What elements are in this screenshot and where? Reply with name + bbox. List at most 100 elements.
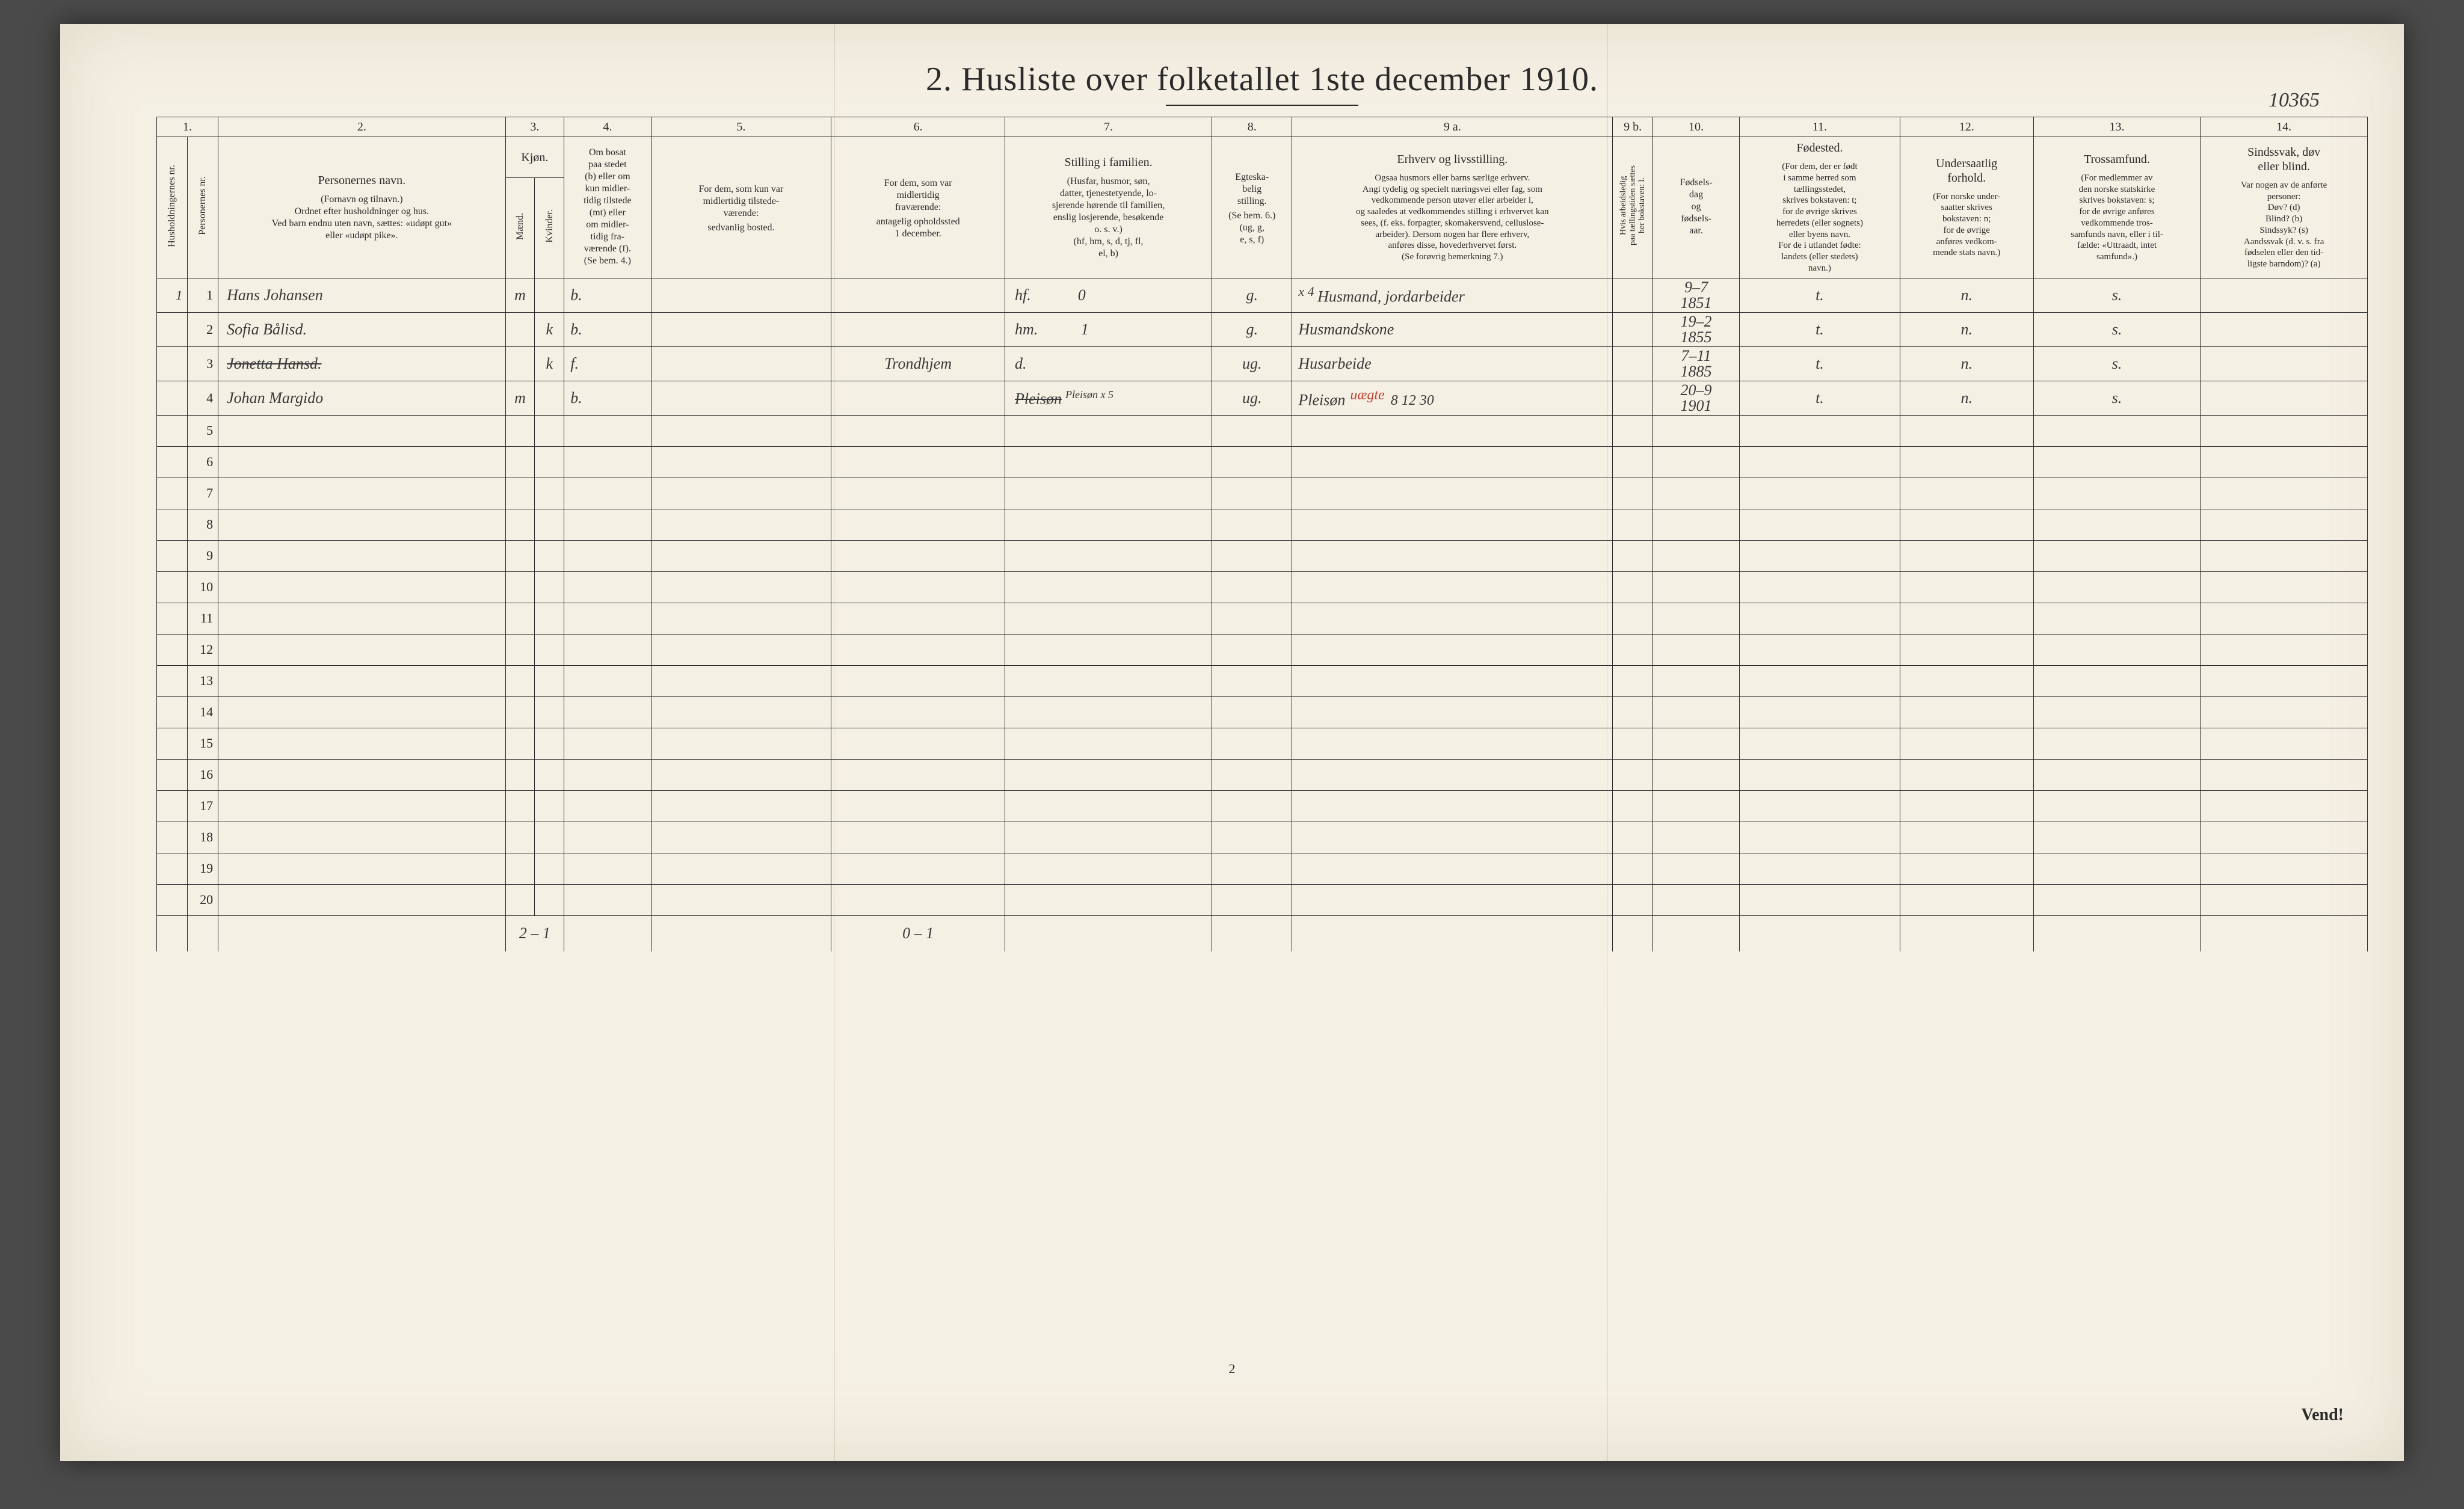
cell-religion: s. [2033, 346, 2201, 381]
cell-blank [564, 446, 651, 478]
cell-sum [1652, 915, 1739, 951]
col-num-4: 4. [564, 117, 651, 137]
cell-blank [218, 571, 505, 603]
cell-blank [1740, 509, 1900, 540]
cell-blank [651, 759, 831, 790]
cell-blank [1613, 634, 1653, 665]
cell-blank [1212, 603, 1292, 634]
cell-blank [535, 415, 564, 446]
cell-blank [1613, 790, 1653, 822]
cell-blank [1900, 665, 2033, 696]
cell-blank [1900, 603, 2033, 634]
col-head-12-main: Undersaatlig forhold. [1903, 156, 2031, 189]
cell-blank [564, 540, 651, 571]
cell-blank [505, 415, 535, 446]
cell-blank [1900, 759, 2033, 790]
cell-marital: ug. [1212, 381, 1292, 415]
cell-blank [1613, 853, 1653, 884]
cell-blank: 7 [188, 478, 218, 509]
cell-blank [1900, 696, 2033, 728]
cell-marital: g. [1212, 312, 1292, 346]
footer-vend: Vend! [2301, 1406, 2344, 1425]
col-head-marital: Egteska- belig stilling. (Se bem. 6.) (u… [1212, 137, 1292, 278]
cell-blank [651, 884, 831, 915]
cell-blank [1212, 790, 1292, 822]
cell-blank [1613, 759, 1653, 790]
cell-blank [1740, 571, 1900, 603]
cell-blank [1292, 884, 1613, 915]
cell-blank [1740, 759, 1900, 790]
cell-sum: 0 – 1 [831, 915, 1005, 951]
cell-blank [1005, 853, 1212, 884]
cell-blank [564, 634, 651, 665]
cell-blank [831, 696, 1005, 728]
cell-sum [2033, 915, 2201, 951]
cell-blank [218, 822, 505, 853]
cell-blank [1900, 728, 2033, 759]
cell-blank [1652, 665, 1739, 696]
cell-blank [157, 822, 188, 853]
cell-blank [535, 540, 564, 571]
cell-blank [218, 853, 505, 884]
cell-birthplace: t. [1740, 278, 1900, 312]
fold-line-right [1607, 24, 1608, 1461]
cell-temp-absent [831, 278, 1005, 312]
cell-blank [2201, 509, 2368, 540]
col-head-religion: Trossamfund. (For medlemmer av den norsk… [2033, 137, 2201, 278]
table-row: 3Jonetta Hansd.kf.Trondhjemd.ug.Husarbei… [157, 346, 2368, 381]
cell-blank [535, 884, 564, 915]
cell-nationality: n. [1900, 278, 2033, 312]
cell-blank [1613, 571, 1653, 603]
cell-blank [564, 759, 651, 790]
cell-sex-m [505, 346, 535, 381]
table-row: 11Hans Johansenmb.hf. 0g.x 4 Husmand, jo… [157, 278, 2368, 312]
cell-pn: 2 [188, 312, 218, 346]
cell-blank [1652, 728, 1739, 759]
cell-blank [651, 853, 831, 884]
cell-blank [564, 415, 651, 446]
cell-religion: s. [2033, 381, 2201, 415]
cell-blank [505, 728, 535, 759]
cell-blank [2201, 540, 2368, 571]
table-row-blank: 17 [157, 790, 2368, 822]
cell-blank [505, 509, 535, 540]
cell-blank [505, 603, 535, 634]
cell-blank [1292, 571, 1613, 603]
cell-blank [2201, 665, 2368, 696]
page-title: 2. Husliste over folketallet 1ste decemb… [156, 60, 2368, 99]
cell-blank [1900, 571, 2033, 603]
cell-blank [1613, 478, 1653, 509]
cell-blank [157, 446, 188, 478]
cell-blank: 14 [188, 696, 218, 728]
cell-name: Johan Margido [218, 381, 505, 415]
cell-blank [1900, 790, 2033, 822]
col-head-13-sub: (For medlemmer av den norske statskirke … [2036, 170, 2198, 263]
cell-blank [1005, 603, 1212, 634]
cell-blank [157, 509, 188, 540]
cell-disability [2201, 381, 2368, 415]
cell-blank: 20 [188, 884, 218, 915]
col-head-12-sub: (For norske under- saatter skrives bokst… [1903, 189, 2031, 259]
cell-blank [218, 634, 505, 665]
col-head-pn-text: Personernes nr. [197, 171, 208, 240]
cell-blank [2201, 759, 2368, 790]
cell-blank [157, 478, 188, 509]
cell-blank [1212, 478, 1292, 509]
cell-blank [1740, 415, 1900, 446]
paper-sheet: 2. Husliste over folketallet 1ste decemb… [60, 24, 2404, 1461]
table-row-blank: 6 [157, 446, 2368, 478]
col-num-5: 5. [651, 117, 831, 137]
cell-temp-present [651, 278, 831, 312]
cell-blank [1292, 446, 1613, 478]
table-row-blank: 11 [157, 603, 2368, 634]
cell-blank [651, 665, 831, 696]
cell-sum [1613, 915, 1653, 951]
cell-blank [157, 571, 188, 603]
cell-name: Sofia Bålisd. [218, 312, 505, 346]
cell-temp-absent [831, 312, 1005, 346]
cell-blank [564, 822, 651, 853]
cell-blank [1005, 822, 1212, 853]
cell-blank [2033, 446, 2201, 478]
cell-blank: 19 [188, 853, 218, 884]
cell-blank [564, 665, 651, 696]
